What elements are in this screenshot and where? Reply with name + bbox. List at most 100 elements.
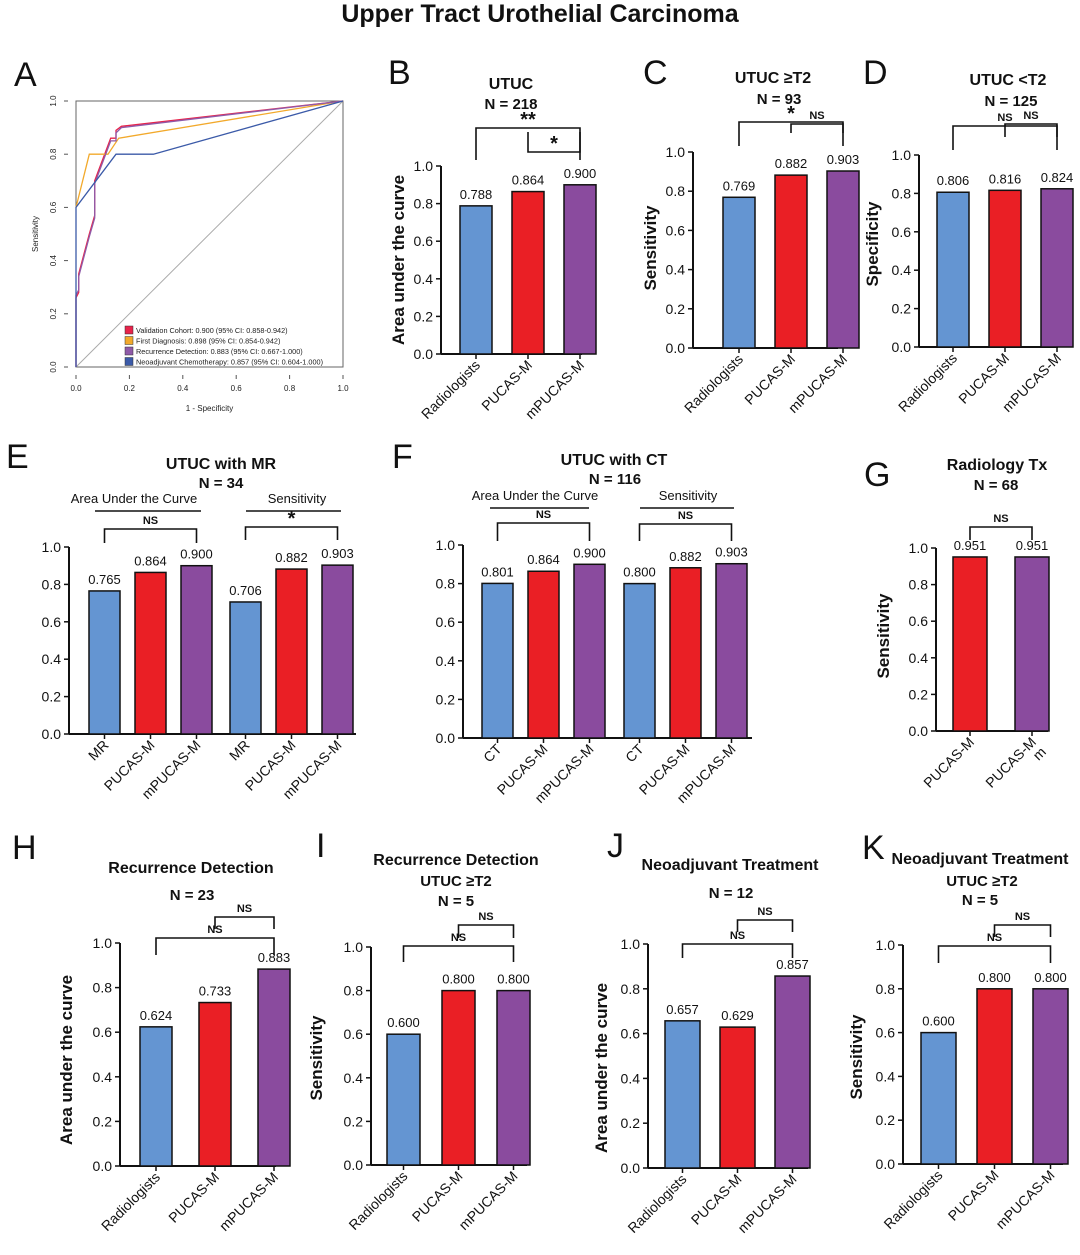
panel-f-significance-label: NS [678,510,693,522]
panel-h-significance-label: NS [237,903,252,915]
panel-b-y-tick-label: 0.4 [414,271,434,287]
panel-d-significance-label: NS [997,112,1012,124]
panel-e-title-line: N = 34 [199,475,244,492]
panel-h-bar [198,1001,232,1167]
panel-h-y-tick-label: 0.6 [93,1024,113,1040]
panel-i-bar-value-label: 0.800 [497,972,530,987]
panel-j-bar [719,1026,756,1169]
panel-d-significance-bracket [952,125,1058,150]
panel-k-significance-label: NS [987,932,1002,944]
panel-f-group-label: Area Under the Curve [472,488,598,503]
panel-a-y-tick-label: 0.2 [49,308,58,320]
panel-e-bar [180,564,213,735]
panel-g-y-tick-label: 0.2 [909,686,929,702]
panel-e-category-label: MR [85,737,112,764]
panel-f-bar-value-label: 0.800 [623,565,656,580]
panel-e-y-tick-label: 0.6 [42,614,62,630]
panel-e-title-line: UTUC with MR [166,456,277,473]
panel-c-bar [722,196,756,349]
panel-h-category-label: mPUCAS-M [216,1169,281,1234]
panel-b-title-line: N = 218 [485,96,538,113]
panel-f-title-line: UTUC with CT [561,452,668,469]
panel-g: G 0.0 0.2 0.4 0.6 0.8 1.0 Sensitivity Radiology … [864,456,1050,791]
panel-h-title-line: Recurrence Detection [108,860,273,877]
panel-k: K 0.0 0.2 0.4 0.6 0.8 1.0 Sensitivity Neoadjuvan… [847,829,1069,1232]
panel-j-significance-bracket [736,919,794,932]
panel-b-y-tick-label: 0.6 [414,233,434,249]
panel-a-reference-diagonal [75,100,344,368]
panel-k-bar-value-label: 0.800 [978,970,1011,985]
panel-a-legend-entry: First Diagnosis: 0.898 (95% CI: 0.854-0.… [136,337,280,346]
panel-c-letter: C [643,54,668,92]
panel-c-bar [826,170,860,349]
panel-c-y-tick-label: 0.6 [666,222,686,238]
panel-e-bar [275,568,308,735]
panel-i-category-label: mPUCAS-M [455,1168,520,1233]
panel-e-bar [134,571,167,735]
panel-c-y-tick-label: 0.4 [666,262,686,278]
panel-i-y-tick-label: 0.0 [344,1157,364,1173]
panel-k-y-tick-label: 0.6 [876,1025,896,1041]
panel-a-legend-swatch [124,346,134,356]
panel-c-bar [774,174,808,349]
panel-c-significance-label: NS [809,110,824,122]
panel-e-category-label: MR [226,737,253,764]
panel-b-y-tick-label: 1.0 [414,158,434,174]
panel-a-legend-swatch [124,325,134,335]
panel-d-category-label: Radiologists [895,350,960,415]
panel-d-letter: D [863,54,888,92]
panel-j-y-tick-label: 0.4 [621,1070,641,1086]
panel-h-y-tick-label: 1.0 [93,935,113,951]
panel-g-title-line: N = 68 [974,477,1019,494]
panel-e-y-tick-label: 1.0 [42,539,62,555]
panel-f-y-tick-label: 0.0 [436,730,456,746]
panel-b-y-tick-label: 0.0 [414,346,434,362]
panel-h-y-tick-label: 0.0 [93,1158,113,1174]
panel-j-y-tick-label: 0.6 [621,1026,641,1042]
panel-c-y-tick-label: 0.0 [666,340,686,356]
panel-i-y-tick-label: 0.8 [344,983,364,999]
panel-f-y-tick-label: 0.4 [436,653,456,669]
panel-i-bar-value-label: 0.800 [442,972,475,987]
panel-f-bar [573,563,606,739]
panel-f-title-line: N = 116 [589,471,641,488]
panel-d-y-tick-label: 0.4 [892,262,912,278]
panel-e-y-tick-label: 0.4 [42,651,62,667]
panel-j-significance-bracket [681,943,794,958]
panel-a-y-tick-label: 0.6 [49,201,58,213]
panel-h-title-line: N = 23 [170,887,215,904]
panel-i-category-label: Radiologists [345,1168,410,1233]
panel-c-significance-label: * [787,103,795,125]
panel-j-category-label: mPUCAS-M [734,1171,799,1236]
panel-b-significance-label: * [550,133,558,155]
panel-e-bar-value-label: 0.765 [88,572,121,587]
panel-e-group-label: Area Under the Curve [71,491,197,506]
panel-g-y-tick-label: 0.0 [909,723,929,739]
panel-e-y-tick-label: 0.8 [42,576,62,592]
panel-d-y-tick-label: 0.2 [892,301,912,317]
panel-c-y-tick-label: 0.8 [666,183,686,199]
panel-a-x-tick-label: 0.0 [70,384,82,393]
panel-e-group-label: Sensitivity [268,491,327,506]
panel-j-y-axis-label: Area under the curve [592,983,611,1153]
panel-c-significance-bracket [738,121,844,146]
panel-k-bar [920,1031,957,1165]
panel-f-bar [669,567,702,739]
panel-b-letter: B [388,54,411,92]
panel-d: D 0.0 0.2 0.4 0.6 0.8 1.0 Specificity UTUC <T2 N … [863,54,1074,415]
panel-a-y-tick-label: 0.0 [49,361,58,373]
panel-k-bar-value-label: 0.800 [1034,970,1067,985]
panel-e-significance-label: * [288,508,296,530]
panel-e-y-tick-label: 0.2 [42,689,62,705]
panel-j-significance-label: NS [757,906,772,918]
panel-d-bar-value-label: 0.806 [937,173,970,188]
panel-c-bar-value-label: 0.882 [775,156,808,171]
panel-i-y-tick-label: 0.2 [344,1113,364,1129]
panel-d-title-line: N = 125 [985,93,1038,110]
panel-k-significance-label: NS [1015,911,1030,923]
panel-i-bar [386,1033,421,1166]
panel-i-letter: I [316,827,325,865]
panel-g-y-tick-label: 0.8 [909,577,929,593]
